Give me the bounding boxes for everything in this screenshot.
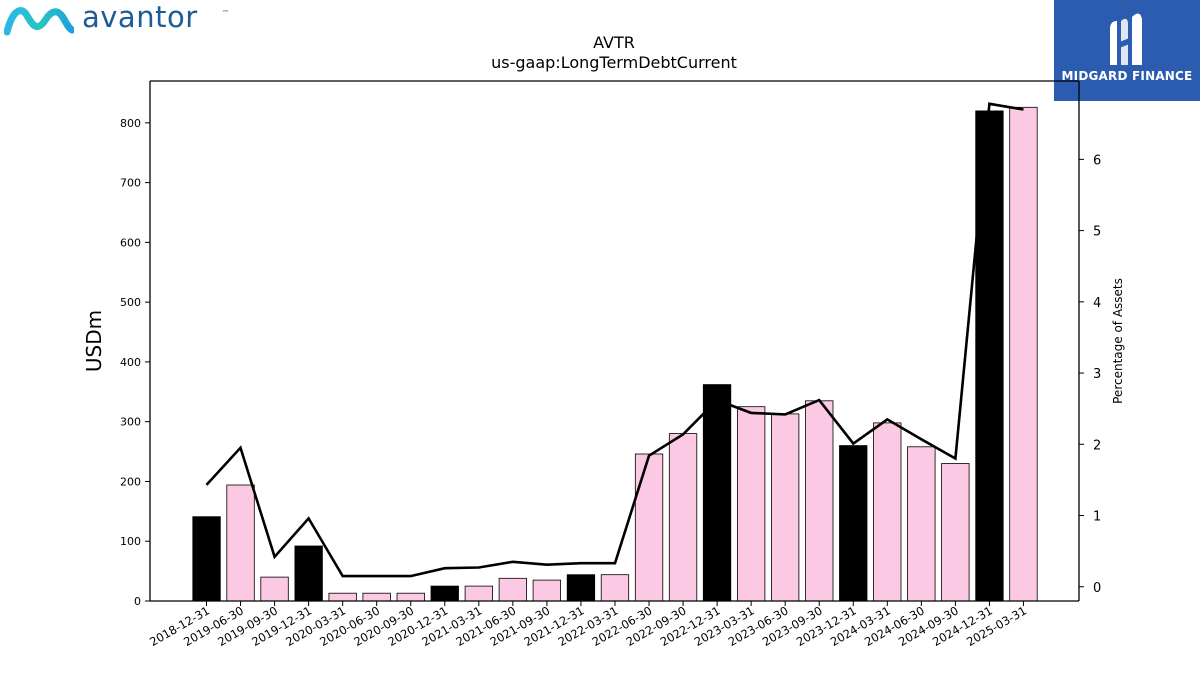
y2-tick-label: 4 — [1093, 296, 1101, 311]
y-tick-label: 500 — [120, 296, 141, 309]
chart-subtitle: us-gaap:LongTermDebtCurrent — [491, 53, 737, 72]
bar-2022-09-30 — [668, 433, 698, 602]
bar-2022-03-31 — [600, 574, 630, 602]
bar-2020-06-30 — [362, 592, 391, 602]
bar-series — [192, 106, 1038, 602]
y2-tick-label: 5 — [1093, 225, 1101, 240]
bar-2022-06-30 — [634, 453, 664, 602]
bar-2021-03-31 — [464, 585, 494, 602]
bar-2021-06-30 — [498, 577, 528, 602]
brand-name: avantor — [82, 0, 198, 34]
y-tick-label: 200 — [120, 475, 141, 488]
y-tick-label: 0 — [134, 595, 141, 608]
bar-2024-12-31 — [975, 110, 1004, 602]
midgard-finance-badge: MIDGARD FINANCE — [1054, 0, 1200, 101]
bar-2024-03-31 — [873, 422, 902, 602]
bar-2025-03-31 — [1009, 106, 1038, 602]
y2-tick-label: 3 — [1093, 367, 1101, 382]
bar-2020-03-31 — [328, 592, 357, 602]
bar-2019-12-31 — [294, 545, 323, 602]
brand-trademark: ™ — [222, 9, 229, 17]
bar-2022-12-31 — [702, 384, 732, 602]
bar-2023-09-30 — [805, 400, 834, 602]
line-series — [205, 102, 1024, 578]
y2-axis-label: Percentage of Assets — [1111, 278, 1125, 404]
y-tick-label: 600 — [120, 236, 141, 249]
y-tick-label: 300 — [120, 416, 141, 429]
bar-2020-09-30 — [396, 592, 425, 602]
bar-2024-06-30 — [907, 446, 936, 602]
y-tick-label: 400 — [120, 356, 141, 369]
bar-2023-06-30 — [771, 413, 800, 602]
bar-2021-09-30 — [532, 579, 561, 602]
bar-2019-06-30 — [226, 484, 255, 602]
bar-2020-12-31 — [430, 585, 459, 602]
avantor-swoosh-icon — [4, 7, 74, 36]
avantor-logo: avantor ™ — [4, 0, 234, 38]
bar-2024-09-30 — [941, 463, 970, 602]
y2-tick-label: 1 — [1093, 510, 1101, 525]
y-tick-label: 700 — [120, 177, 141, 190]
midgard-logo-icon — [1110, 13, 1142, 66]
bar-2023-03-31 — [737, 406, 766, 602]
y2-tick-label: 0 — [1093, 581, 1101, 596]
bar-2021-12-31 — [566, 574, 596, 602]
bar-2019-09-30 — [260, 576, 289, 602]
badge-name: MIDGARD FINANCE — [1061, 69, 1193, 83]
y-tick-label: 800 — [120, 117, 141, 130]
y-tick-label: 100 — [120, 535, 141, 548]
bar-2023-12-31 — [839, 445, 868, 602]
y2-tick-label: 6 — [1093, 153, 1101, 168]
y2-tick-label: 2 — [1093, 438, 1101, 453]
chart-title: AVTR — [593, 33, 635, 52]
bar-2018-12-31 — [192, 516, 221, 602]
y-axis-label: USDm — [82, 310, 106, 372]
